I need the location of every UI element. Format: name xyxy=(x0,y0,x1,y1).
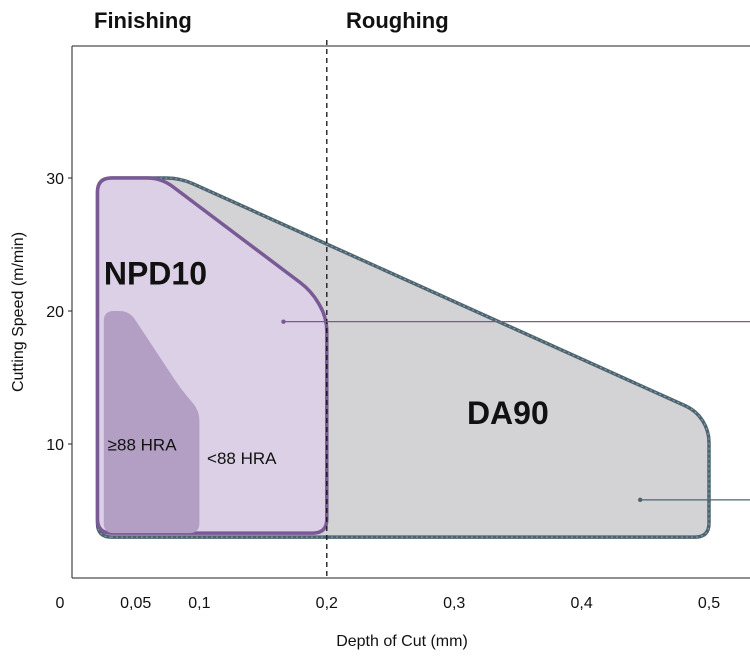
y-tick-label: 30 xyxy=(46,171,64,188)
y-tick-label: 10 xyxy=(46,437,64,454)
leader-dot xyxy=(638,497,643,503)
series-label-hra-high: ≥88 HRA xyxy=(108,436,178,455)
y-axis-title: Cutting Speed (m/min) xyxy=(10,232,27,392)
leader-dot xyxy=(281,319,286,324)
series-label-da90: DA90 xyxy=(467,395,549,431)
x-tick-label: 0 xyxy=(56,595,65,612)
x-tick-label: 0,1 xyxy=(188,595,210,612)
y-tick-label: 20 xyxy=(46,304,64,321)
x-tick-label: 0,2 xyxy=(316,595,338,612)
x-tick-label: 0,5 xyxy=(698,595,720,612)
area-hra-high xyxy=(103,311,200,534)
x-tick-label: 0,05 xyxy=(120,595,151,612)
area-da90-trace xyxy=(97,177,710,538)
x-axis-title: Depth of Cut (mm) xyxy=(336,633,468,650)
region-label-roughing: Roughing xyxy=(346,8,449,33)
x-tick-label: 0,3 xyxy=(443,595,465,612)
series-label-npd10: NPD10 xyxy=(104,255,207,291)
region-label-finishing: Finishing xyxy=(94,8,192,33)
annotation-hra-low: <88 HRA xyxy=(207,449,277,468)
x-tick-label: 0,4 xyxy=(570,595,592,612)
